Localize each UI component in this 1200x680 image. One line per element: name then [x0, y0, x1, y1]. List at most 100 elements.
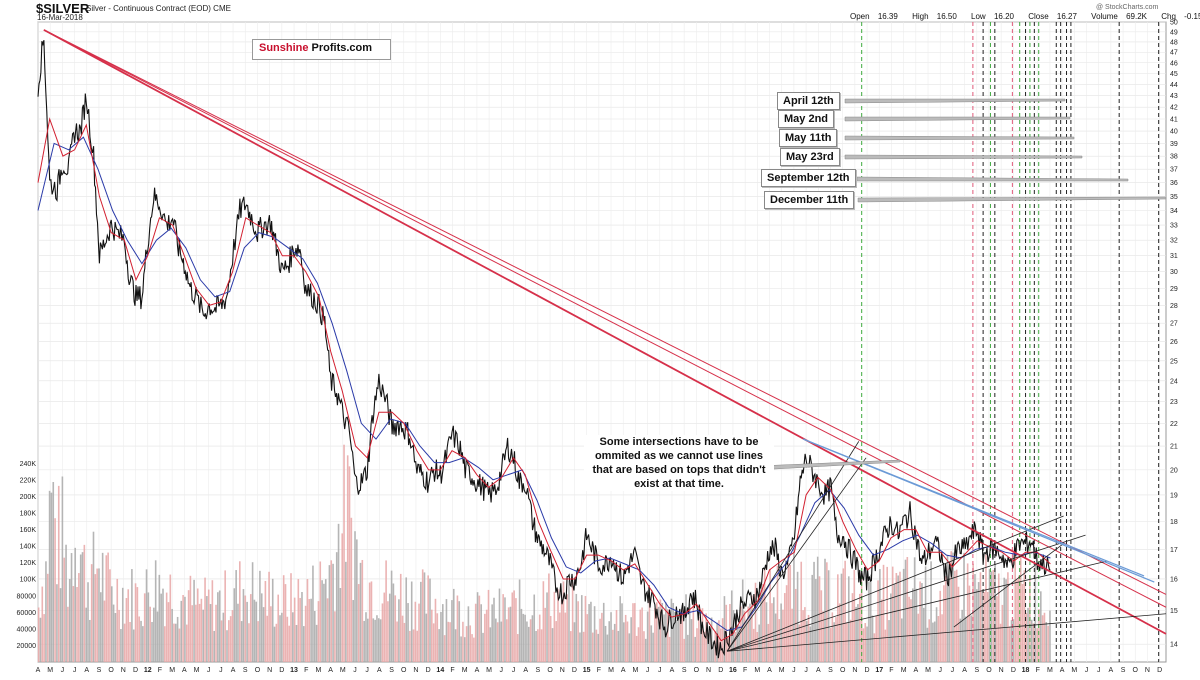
volume-bar — [981, 590, 984, 662]
month-tick-label: J — [219, 667, 223, 674]
volume-bar — [862, 628, 865, 662]
month-tick-label: A — [962, 667, 967, 674]
volume-bar — [591, 632, 594, 662]
month-tick-label: D — [718, 667, 723, 674]
volume-bar — [50, 492, 53, 662]
volume-bar — [469, 625, 472, 662]
volume-bar — [85, 607, 87, 662]
volume-bar — [526, 621, 528, 662]
volume-bar — [319, 561, 322, 662]
volume-bar — [43, 614, 45, 662]
volume-bar — [164, 626, 166, 662]
price-tick-label: 35 — [1170, 194, 1178, 201]
price-tick-label: 31 — [1170, 253, 1178, 260]
volume-bar — [392, 583, 395, 662]
volume-bar — [504, 597, 506, 662]
price-tick-label: 26 — [1170, 339, 1178, 346]
callout-may-11: May 11th — [779, 129, 838, 147]
volume-bar — [480, 604, 482, 662]
price-tick-label: 24 — [1170, 378, 1178, 385]
volume-bar — [334, 611, 336, 662]
month-tick-label: M — [779, 667, 785, 674]
volume-bar — [257, 621, 259, 662]
volume-bar — [831, 612, 834, 662]
callout-connector — [856, 176, 1129, 182]
volume-bar — [195, 604, 197, 662]
volume-bar — [407, 603, 409, 662]
volume-bar — [367, 618, 369, 662]
volume-bar — [520, 608, 523, 662]
month-tick-label: S — [536, 667, 541, 674]
volume-bar — [209, 604, 212, 662]
volume-bar — [813, 561, 815, 662]
volume-bar — [683, 638, 685, 662]
month-tick-label: M — [194, 667, 200, 674]
volume-bar — [158, 574, 161, 662]
volume-bar — [237, 603, 239, 662]
volume-bar — [599, 618, 601, 662]
month-tick-label: N — [852, 667, 857, 674]
volume-bar — [1032, 623, 1035, 662]
volume-bar — [943, 585, 945, 662]
volume-bar — [842, 568, 845, 662]
volume-bar — [551, 628, 554, 662]
volume-bar — [224, 570, 226, 662]
volume-bar — [990, 571, 993, 662]
volume-bar — [692, 597, 695, 662]
volume-bar — [663, 614, 665, 662]
callout-connector — [844, 116, 1071, 122]
volume-bar — [348, 466, 351, 662]
volume-bar — [303, 626, 305, 662]
volume-bar — [932, 622, 934, 662]
volume-bar — [403, 622, 406, 662]
month-tick-label: A — [1060, 667, 1065, 674]
volume-bar — [974, 574, 976, 662]
volume-tick-label: 160K — [20, 527, 37, 534]
volume-bar — [167, 602, 170, 662]
volume-bar — [78, 573, 80, 662]
volume-bar — [196, 588, 199, 662]
volume-bar — [65, 544, 67, 662]
volume-bar — [454, 629, 457, 662]
month-tick-label: D — [1011, 667, 1016, 674]
volume-bar — [1005, 579, 1007, 662]
price-line — [37, 40, 1051, 659]
month-tick-label: M — [608, 667, 614, 674]
volume-tick-label: 80000 — [17, 593, 37, 600]
callout-connector — [844, 135, 1075, 141]
volume-bar — [506, 619, 508, 662]
price-tick-label: 41 — [1170, 117, 1178, 124]
volume-bar — [1047, 625, 1049, 662]
volume-bar — [174, 623, 177, 662]
volume-bar — [507, 607, 510, 662]
volume-bar — [820, 590, 823, 662]
volume-bar — [491, 604, 493, 662]
volume-bar — [593, 606, 596, 662]
volume-bar — [957, 586, 960, 662]
volume-bar — [655, 602, 658, 662]
volume-bar — [869, 574, 872, 662]
volume-bar — [98, 568, 100, 662]
volume-bar — [1034, 564, 1037, 662]
volume-bar — [586, 614, 589, 662]
volume-bar — [396, 621, 398, 662]
month-tick-label: A — [36, 667, 41, 674]
volume-bar — [844, 560, 846, 662]
month-tick-label: J — [951, 667, 955, 674]
volume-bar — [264, 580, 267, 662]
volume-bar — [754, 582, 757, 662]
volume-bar — [597, 633, 600, 662]
volume-bar — [741, 579, 744, 662]
month-tick-label: O — [401, 667, 407, 674]
volume-bar — [690, 619, 693, 662]
volume-bar — [345, 561, 347, 662]
volume-bar — [762, 583, 764, 662]
volume-bar — [390, 570, 393, 662]
year-tick-label: 17 — [875, 667, 883, 674]
volume-bar — [105, 555, 108, 662]
ohlc-high: High 16.50 — [912, 12, 957, 21]
volume-bar — [855, 606, 857, 662]
ohlc-open: Open 16.39 — [850, 12, 898, 21]
price-tick-label: 43 — [1170, 93, 1178, 100]
volume-bar — [335, 552, 338, 662]
